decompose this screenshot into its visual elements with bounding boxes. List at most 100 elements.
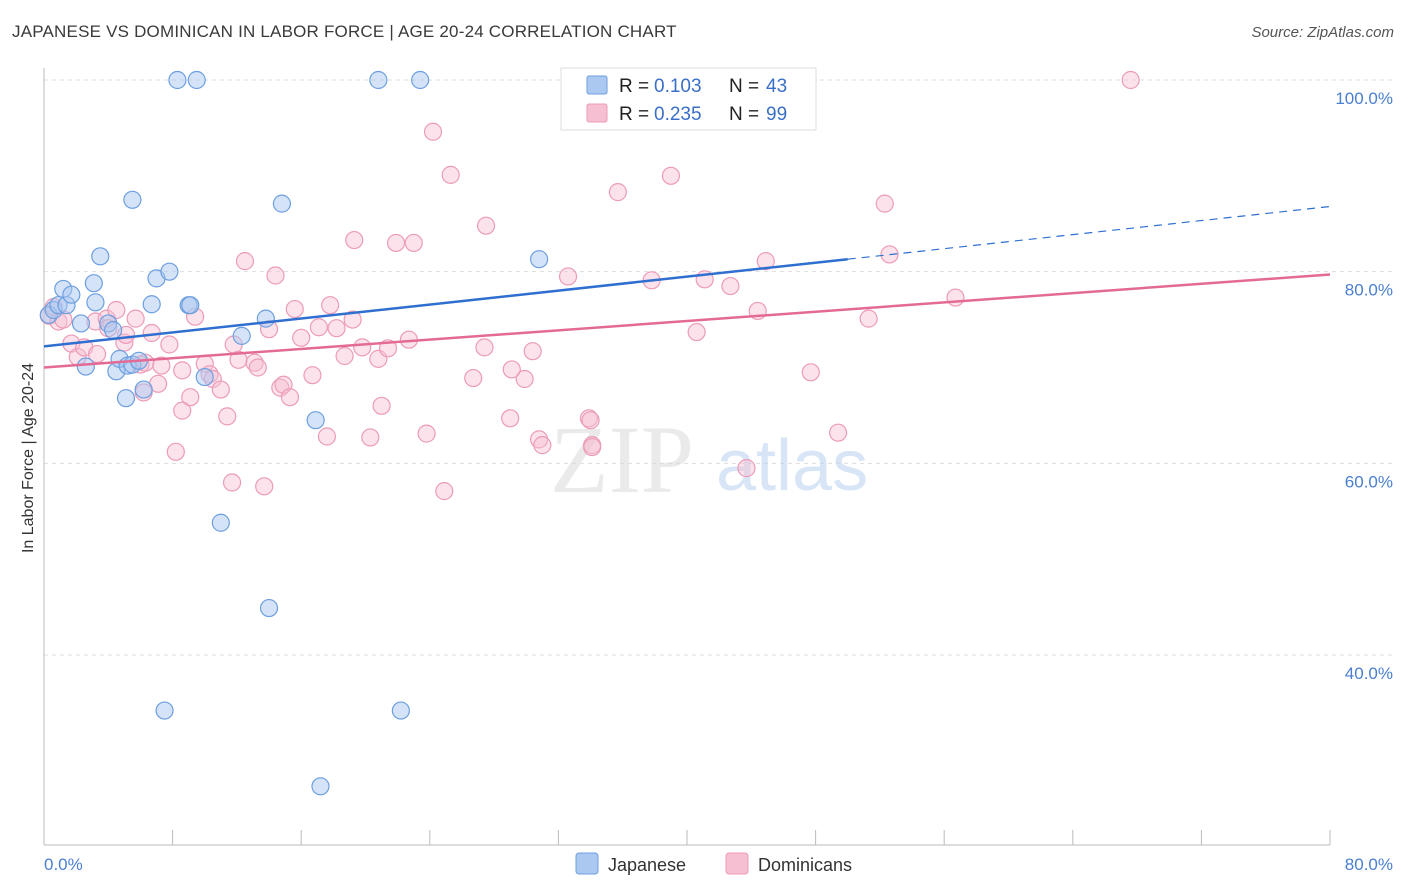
dominican-point [501,409,520,428]
dominican-point [343,310,362,329]
bottom-legend: Japanese Dominicans [575,852,852,875]
japanese-point [259,598,279,618]
dominican-trend-line [43,273,1331,369]
dominican-point [829,423,848,442]
legend-swatch-japanese [586,75,608,95]
dominican-point [361,428,380,447]
dominican-point [801,363,820,382]
dominican-point [661,166,681,185]
japanese-point [391,701,410,720]
japanese-point [232,326,251,345]
dominican-point [173,361,192,380]
dominican-point [181,388,200,407]
dominican-point [558,267,578,286]
legend-n-value-japanese: 43 [766,76,787,97]
japanese-point [211,513,230,532]
source-credit: Source: ZipAtlas.com [1251,24,1394,41]
dominican-point [530,430,549,449]
japanese-point [272,194,292,213]
dominican-point [152,356,171,375]
legend-n-value-dominican: 99 [766,104,787,125]
dominican-point [404,233,423,253]
dominican-point [280,388,300,407]
dominican-point [321,296,340,315]
dominican-point [218,407,237,426]
bottom-legend-swatch-dominican [725,852,749,875]
japanese-points [39,70,817,796]
dominican-point [327,319,346,338]
japanese-point [195,367,214,387]
dominican-point [266,266,285,285]
dominican-point [946,288,965,307]
japanese-point [411,70,430,90]
y-tick-label-60: 60.0% [1345,472,1393,491]
dominican-point [435,482,454,501]
dominican-point [875,194,894,213]
dominican-point [581,411,600,430]
japanese-trend-extension [847,205,1331,260]
japanese-point [116,389,136,408]
japanese-point [160,262,179,281]
dominican-point [441,165,460,184]
japanese-point [134,380,153,399]
legend-swatch-dominican [586,103,608,123]
japanese-point [84,274,103,293]
japanese-point [62,285,81,304]
y-tick-labels: 100.0% 80.0% 60.0% 40.0% [1335,89,1393,683]
dominican-point [533,436,552,455]
legend-n-label-japanese: N = [729,76,759,97]
dominican-point [515,369,534,389]
japanese-point [256,309,275,328]
dominican-point [211,380,230,399]
trend-lines [43,205,1331,369]
japanese-point [311,777,330,796]
japanese-point [142,295,161,314]
x-tick-label-80: 80.0% [1345,855,1393,874]
x-tick-labels: 0.0% 80.0% [44,855,1393,874]
japanese-point [181,296,200,315]
japanese-point [187,70,206,90]
legend-n-label-dominican: N = [729,104,759,125]
y-axis-title: In Labor Force | Age 20-24 [20,363,37,553]
dominican-point [107,300,126,320]
dominican-point [248,358,267,377]
legend-box: R = 0.103 N = 43 R = 0.235 N = 99 [560,67,817,131]
dominican-point [166,442,185,461]
japanese-point [123,190,142,209]
japanese-point [104,321,123,340]
japanese-point [76,357,95,376]
dominican-point [285,299,304,319]
japanese-point [306,411,325,430]
dominican-point [222,473,242,492]
japanese-point [91,247,110,266]
dominican-point [417,424,436,443]
japanese-point [155,701,174,720]
dominican-point [255,477,274,496]
legend-r-value-dominican: 0.235 [654,104,702,125]
x-ticks [43,830,1331,845]
dominican-point [737,459,756,478]
bottom-legend-swatch-japanese [575,852,599,875]
dominican-point [245,353,264,372]
bottom-legend-label-japanese: Japanese [608,855,686,875]
chart-title: JAPANESE VS DOMINICAN IN LABOR FORCE | A… [12,22,677,41]
dominican-point [583,437,602,457]
dominican-point [423,122,443,141]
y-tick-label-40: 40.0% [1345,664,1393,683]
dominican-point [756,252,775,271]
dominican-point [1121,70,1140,90]
dominican-point [345,230,364,250]
legend-r-label-dominican: R = [619,104,649,125]
dominican-point [721,276,740,296]
dominican-point [235,252,255,271]
dominican-point [464,368,483,388]
dominican-point [173,401,192,420]
dominican-point [608,183,627,202]
dominican-point [687,322,706,342]
japanese-point [369,70,388,90]
gridlines [44,79,1395,656]
japanese-point [168,70,187,90]
dominican-point [292,328,311,347]
dominican-point [353,338,372,357]
